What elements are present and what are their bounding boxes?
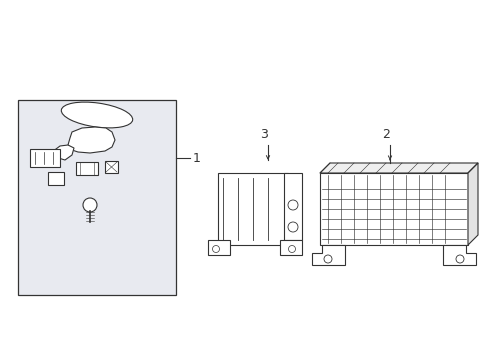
Polygon shape xyxy=(320,163,478,173)
Ellipse shape xyxy=(61,102,133,128)
Bar xyxy=(320,173,468,245)
Bar xyxy=(208,240,230,255)
Polygon shape xyxy=(443,245,476,265)
Circle shape xyxy=(289,246,295,252)
Bar xyxy=(280,240,302,255)
Bar xyxy=(18,100,176,295)
Bar xyxy=(218,173,288,245)
Text: 3: 3 xyxy=(260,128,268,141)
Bar xyxy=(30,149,60,167)
Circle shape xyxy=(83,198,97,212)
Circle shape xyxy=(288,200,298,210)
Circle shape xyxy=(324,255,332,263)
Bar xyxy=(284,173,302,240)
Circle shape xyxy=(456,255,464,263)
Circle shape xyxy=(288,222,298,232)
Polygon shape xyxy=(52,145,74,160)
Bar xyxy=(105,161,118,173)
Polygon shape xyxy=(68,127,115,153)
Polygon shape xyxy=(468,163,478,245)
Polygon shape xyxy=(312,245,345,265)
Circle shape xyxy=(213,246,220,252)
Text: 2: 2 xyxy=(382,128,390,141)
Text: 1: 1 xyxy=(193,152,201,165)
Bar xyxy=(48,172,64,185)
Bar xyxy=(76,162,98,175)
